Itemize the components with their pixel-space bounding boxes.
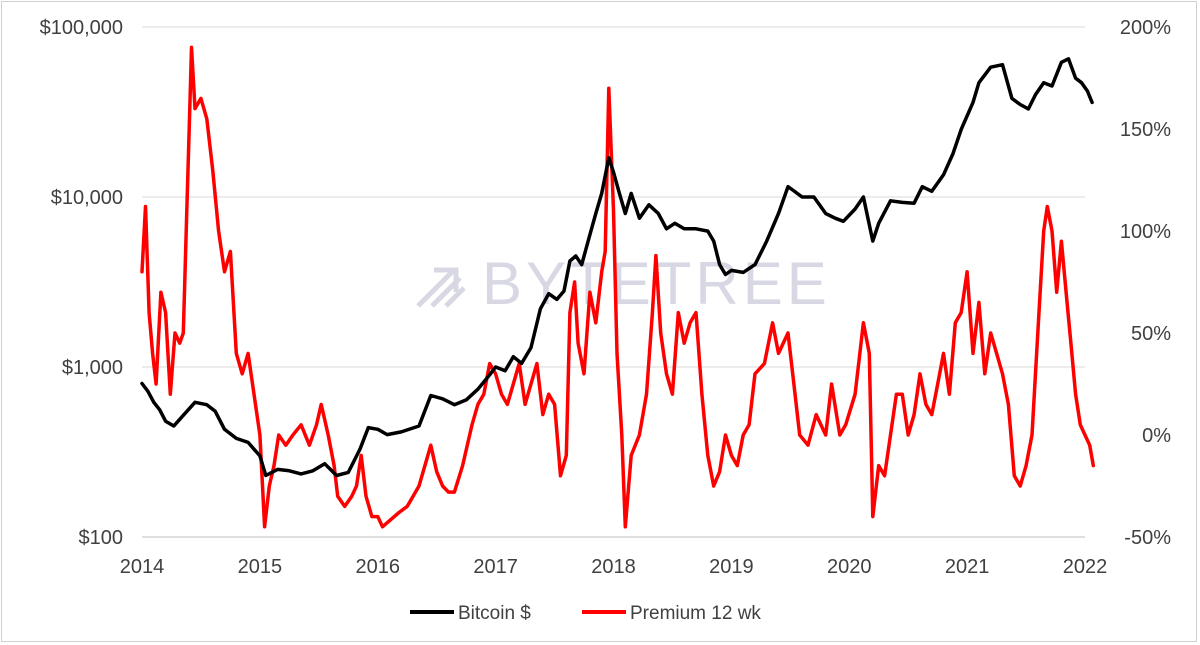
x-tick-label: 2021 bbox=[945, 556, 990, 578]
x-tick-label: 2019 bbox=[709, 556, 754, 578]
right-tick-label: 200% bbox=[1120, 17, 1171, 39]
left-tick-label: $1,000 bbox=[62, 357, 123, 379]
right-tick-label: 150% bbox=[1120, 119, 1171, 141]
right-tick-label: 100% bbox=[1120, 221, 1171, 243]
legend: Bitcoin $ Premium 12 wk bbox=[410, 603, 761, 624]
left-tick-label: $100 bbox=[79, 527, 124, 549]
series-layer bbox=[140, 45, 1096, 529]
x-tick-label: 2015 bbox=[238, 556, 283, 578]
right-tick-label: 50% bbox=[1131, 323, 1171, 345]
watermark-logo-icon bbox=[416, 267, 466, 308]
x-tick-label: 2020 bbox=[827, 556, 872, 578]
x-tick-label: 2018 bbox=[591, 556, 636, 578]
bitcoin-price-line bbox=[140, 57, 1094, 478]
right-tick-label: 0% bbox=[1142, 425, 1171, 447]
x-tick-label: 2022 bbox=[1063, 556, 1108, 578]
x-tick-label: 2017 bbox=[473, 556, 518, 578]
x-tick-label: 2014 bbox=[120, 556, 165, 578]
x-axis-ticks: 2014 2015 2016 2017 2018 2019 2020 2021 2022 bbox=[120, 556, 1108, 578]
left-axis-ticks: $100 $1,000 $10,000 $100,000 bbox=[40, 17, 123, 549]
right-axis-ticks: -50% 0% 50% 100% 150% 200% bbox=[1120, 17, 1171, 549]
left-tick-label: $10,000 bbox=[51, 187, 123, 209]
legend-label-bitcoin: Bitcoin $ bbox=[458, 603, 531, 624]
legend-label-premium: Premium 12 wk bbox=[630, 603, 761, 624]
x-tick-label: 2016 bbox=[356, 556, 401, 578]
left-tick-label: $100,000 bbox=[40, 17, 123, 39]
right-tick-label: -50% bbox=[1124, 527, 1171, 549]
